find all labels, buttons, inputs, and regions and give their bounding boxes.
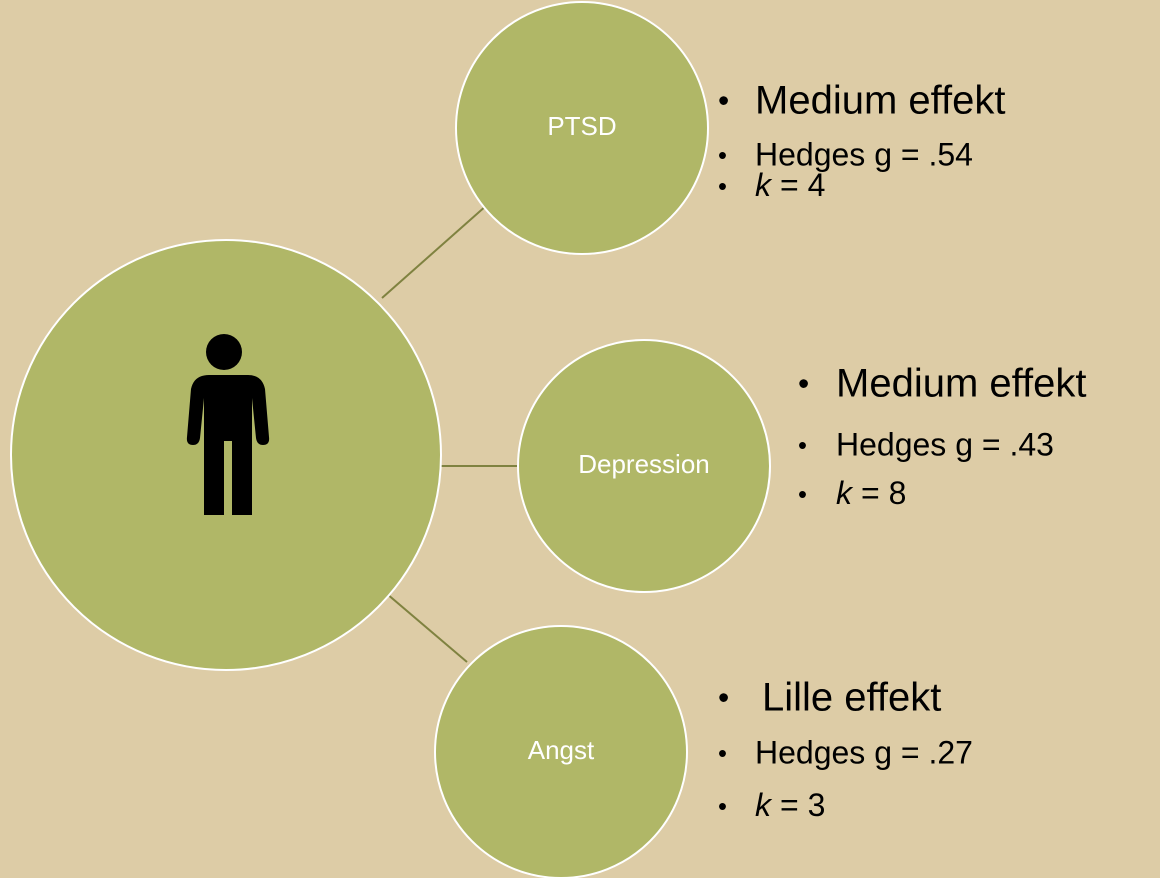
bullet: •: [718, 679, 729, 715]
k-value: = 8: [861, 475, 906, 511]
node-label: Angst: [528, 735, 595, 765]
node-circle: [455, 1, 709, 255]
connector: [381, 204, 488, 299]
study-count: k = 4: [755, 167, 825, 203]
k-symbol: k: [755, 787, 773, 823]
k-value: = 4: [780, 167, 825, 203]
bullet: •: [718, 82, 729, 118]
study-count: k = 8: [836, 475, 906, 511]
study-count: k = 3: [755, 787, 825, 823]
effect-size: Medium effekt: [755, 79, 1006, 123]
k-symbol: k: [755, 167, 773, 203]
hedges-g: Hedges g = .43: [836, 426, 1054, 462]
node-circle: [434, 625, 688, 878]
person-icon: [186, 334, 270, 515]
effect-size: Lille effekt: [762, 676, 941, 720]
bullet: •: [718, 793, 727, 821]
bullet: •: [718, 740, 727, 768]
hedges-g: Hedges g = .54: [755, 136, 973, 172]
node-circle: [517, 339, 771, 593]
bullet: •: [798, 365, 809, 401]
connectors: [379, 204, 518, 663]
k-value: = 3: [780, 787, 825, 823]
bullet: •: [798, 432, 807, 460]
effect-size: Medium effekt: [836, 362, 1087, 406]
center-circle: [10, 239, 442, 671]
bullet: •: [798, 481, 807, 509]
bullet: •: [718, 173, 727, 201]
node-label: PTSD: [547, 111, 616, 141]
node-label: Depression: [578, 449, 710, 479]
k-symbol: k: [836, 475, 854, 511]
hedges-g: Hedges g = .27: [755, 734, 973, 770]
bullet: •: [718, 142, 727, 170]
connector: [379, 587, 468, 663]
